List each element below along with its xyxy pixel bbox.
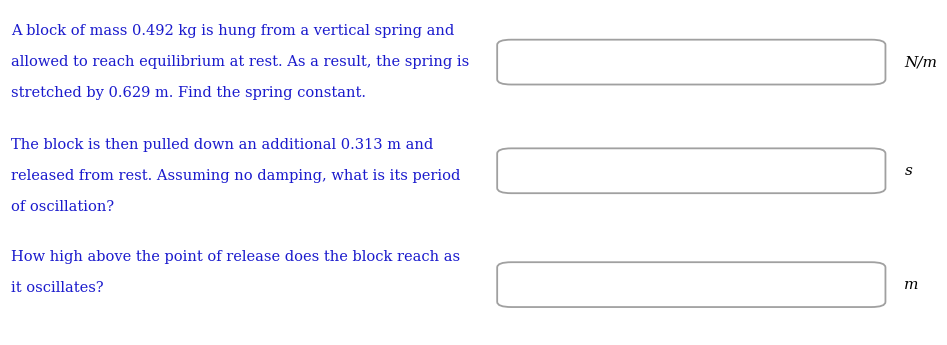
FancyBboxPatch shape [497, 40, 885, 85]
Text: stretched by 0.629 m. Find the spring constant.: stretched by 0.629 m. Find the spring co… [11, 86, 366, 100]
Text: it oscillates?: it oscillates? [11, 281, 104, 295]
Text: of oscillation?: of oscillation? [11, 200, 115, 214]
FancyBboxPatch shape [497, 262, 885, 307]
Text: N/m: N/m [904, 55, 938, 69]
FancyBboxPatch shape [497, 148, 885, 193]
Text: The block is then pulled down an additional 0.313 m and: The block is then pulled down an additio… [11, 138, 434, 152]
Text: A block of mass 0.492 kg is hung from a vertical spring and: A block of mass 0.492 kg is hung from a … [11, 24, 455, 38]
Text: released from rest. Assuming no damping, what is its period: released from rest. Assuming no damping,… [11, 169, 461, 183]
Text: s: s [904, 164, 912, 178]
Text: allowed to reach equilibrium at rest. As a result, the spring is: allowed to reach equilibrium at rest. As… [11, 55, 470, 69]
Text: m: m [904, 278, 919, 292]
Text: How high above the point of release does the block reach as: How high above the point of release does… [11, 250, 460, 264]
